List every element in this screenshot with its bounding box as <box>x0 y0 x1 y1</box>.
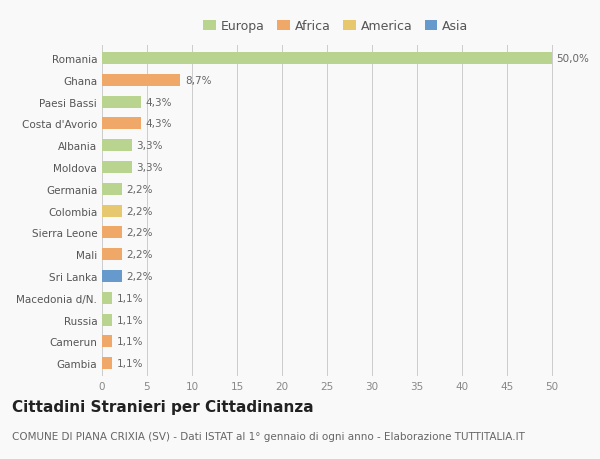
Text: 3,3%: 3,3% <box>136 162 163 173</box>
Text: 2,2%: 2,2% <box>127 271 153 281</box>
Text: 50,0%: 50,0% <box>557 54 589 64</box>
Text: 1,1%: 1,1% <box>116 358 143 368</box>
Bar <box>102 184 122 196</box>
Text: 1,1%: 1,1% <box>116 293 143 303</box>
Text: 1,1%: 1,1% <box>116 336 143 347</box>
Text: 2,2%: 2,2% <box>127 185 153 195</box>
Text: Cittadini Stranieri per Cittadinanza: Cittadini Stranieri per Cittadinanza <box>12 399 314 414</box>
Legend: Europa, Africa, America, Asia: Europa, Africa, America, Asia <box>203 20 469 33</box>
Text: 2,2%: 2,2% <box>127 250 153 260</box>
Bar <box>102 162 132 174</box>
Text: 1,1%: 1,1% <box>116 315 143 325</box>
Text: 3,3%: 3,3% <box>136 141 163 151</box>
Bar <box>102 270 122 282</box>
Text: 2,2%: 2,2% <box>127 228 153 238</box>
Bar <box>102 118 141 130</box>
Text: 4,3%: 4,3% <box>145 97 172 107</box>
Bar <box>102 53 552 65</box>
Bar <box>102 75 181 87</box>
Text: 4,3%: 4,3% <box>145 119 172 129</box>
Bar <box>102 205 122 217</box>
Bar <box>102 249 122 261</box>
Bar <box>102 140 132 152</box>
Bar <box>102 227 122 239</box>
Bar <box>102 336 112 347</box>
Text: 2,2%: 2,2% <box>127 206 153 216</box>
Bar <box>102 96 141 108</box>
Bar <box>102 358 112 369</box>
Bar <box>102 314 112 326</box>
Text: 8,7%: 8,7% <box>185 76 211 86</box>
Text: COMUNE DI PIANA CRIXIA (SV) - Dati ISTAT al 1° gennaio di ogni anno - Elaborazio: COMUNE DI PIANA CRIXIA (SV) - Dati ISTAT… <box>12 431 525 442</box>
Bar <box>102 292 112 304</box>
